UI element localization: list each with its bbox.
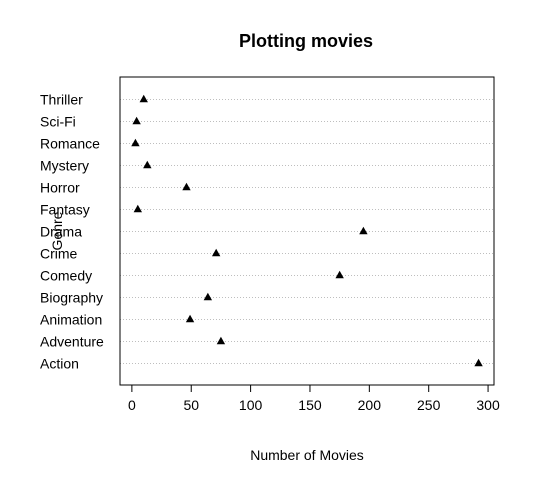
x-tick-label: 0 bbox=[128, 397, 136, 413]
category-label: Adventure bbox=[40, 334, 104, 350]
data-point bbox=[211, 248, 221, 257]
category-label: Sci-Fi bbox=[40, 114, 76, 130]
category-label: Fantasy bbox=[40, 202, 90, 218]
category-label: Crime bbox=[40, 246, 78, 262]
category-label: Drama bbox=[40, 224, 82, 240]
data-point bbox=[359, 226, 368, 235]
category-label: Romance bbox=[40, 136, 100, 152]
data-point bbox=[143, 160, 152, 169]
data-point bbox=[335, 270, 344, 279]
category-label: Thriller bbox=[40, 92, 83, 108]
data-point bbox=[216, 336, 226, 345]
category-label: Animation bbox=[40, 312, 102, 328]
data-point bbox=[133, 204, 143, 213]
category-label: Mystery bbox=[40, 158, 89, 174]
category-label: Action bbox=[40, 356, 79, 372]
data-points bbox=[131, 94, 483, 367]
y-axis-label: Genre bbox=[49, 211, 65, 250]
x-tick-label: 300 bbox=[476, 397, 500, 413]
gridlines bbox=[120, 99, 494, 364]
category-labels: Action Adventure Animation Biography Comedy C… bbox=[40, 92, 104, 372]
chart-title: Plotting movies bbox=[239, 31, 373, 51]
x-tick-label: 200 bbox=[358, 397, 382, 413]
data-point bbox=[131, 138, 140, 147]
x-tick-label: 50 bbox=[183, 397, 199, 413]
x-axis-label: Number of Movies bbox=[250, 447, 364, 463]
data-point bbox=[474, 358, 483, 367]
data-point bbox=[182, 182, 191, 191]
category-label: Biography bbox=[40, 290, 103, 306]
data-point bbox=[203, 292, 213, 301]
x-tick-label: 250 bbox=[417, 397, 441, 413]
category-label: Comedy bbox=[40, 268, 92, 284]
data-point bbox=[139, 94, 148, 103]
category-label: Horror bbox=[40, 180, 80, 196]
data-point bbox=[132, 116, 141, 125]
x-axis: 0 50 100 150 200 250 300 bbox=[128, 384, 500, 413]
data-point bbox=[185, 314, 195, 323]
x-tick-label: 100 bbox=[239, 397, 263, 413]
x-tick-label: 150 bbox=[298, 397, 322, 413]
